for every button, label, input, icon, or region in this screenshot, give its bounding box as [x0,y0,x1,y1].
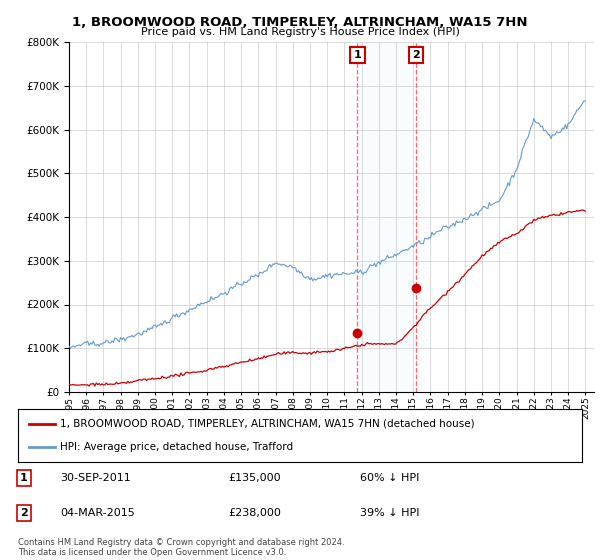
Text: Price paid vs. HM Land Registry's House Price Index (HPI): Price paid vs. HM Land Registry's House … [140,27,460,37]
Text: £135,000: £135,000 [228,473,281,483]
Text: 39% ↓ HPI: 39% ↓ HPI [360,508,419,518]
Text: HPI: Average price, detached house, Trafford: HPI: Average price, detached house, Traf… [60,442,293,452]
Text: 60% ↓ HPI: 60% ↓ HPI [360,473,419,483]
Text: £238,000: £238,000 [228,508,281,518]
Text: Contains HM Land Registry data © Crown copyright and database right 2024.
This d: Contains HM Land Registry data © Crown c… [18,538,344,557]
Text: 2: 2 [20,508,28,518]
Text: 1, BROOMWOOD ROAD, TIMPERLEY, ALTRINCHAM, WA15 7HN (detached house): 1, BROOMWOOD ROAD, TIMPERLEY, ALTRINCHAM… [60,419,475,429]
Text: 04-MAR-2015: 04-MAR-2015 [60,508,135,518]
Text: 1, BROOMWOOD ROAD, TIMPERLEY, ALTRINCHAM, WA15 7HN: 1, BROOMWOOD ROAD, TIMPERLEY, ALTRINCHAM… [72,16,528,29]
Bar [358,42,416,392]
Text: 30-SEP-2011: 30-SEP-2011 [60,473,131,483]
Text: 1: 1 [353,50,361,60]
Text: 1: 1 [20,473,28,483]
Text: 2: 2 [412,50,420,60]
